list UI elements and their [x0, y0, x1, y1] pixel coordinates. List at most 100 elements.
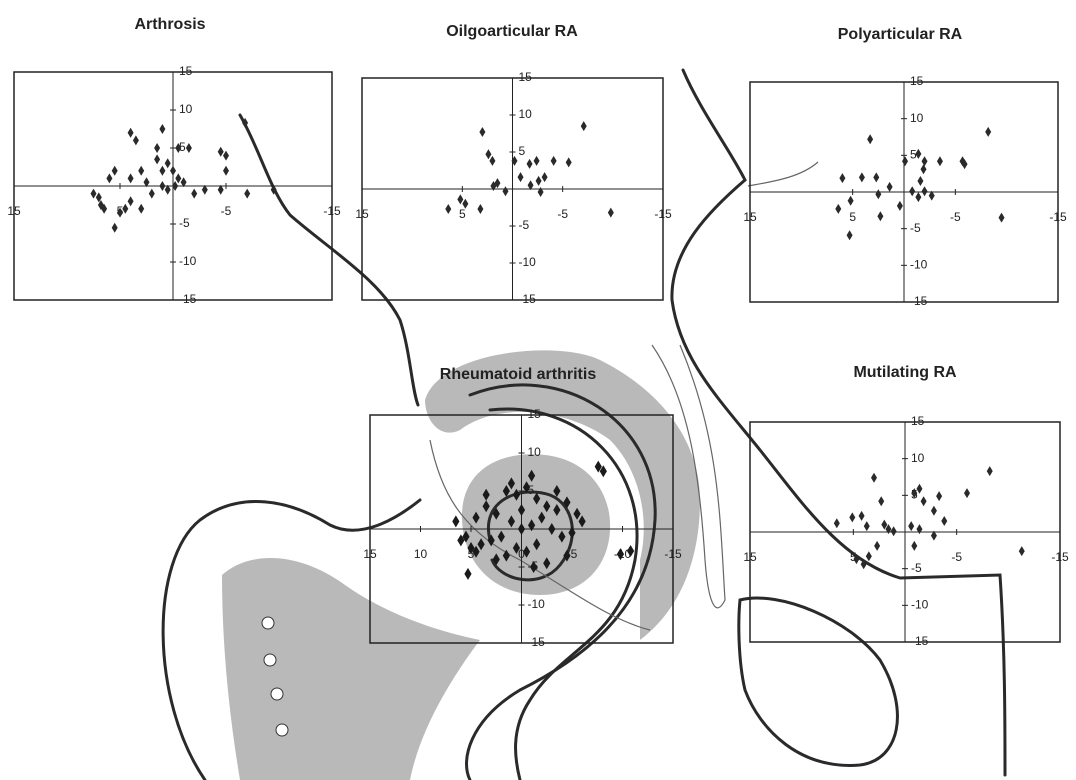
data-point	[921, 164, 927, 174]
data-point	[915, 192, 921, 202]
data-point	[159, 181, 165, 191]
data-point	[917, 176, 923, 186]
data-point	[464, 568, 471, 580]
y-tick-label: -10	[179, 254, 197, 268]
x-tick-label: -15	[664, 547, 682, 561]
data-point	[128, 128, 134, 138]
y-tick-label: -15	[528, 635, 546, 649]
data-point	[921, 496, 927, 506]
chart-title: Arthrosis	[134, 16, 205, 33]
x-tick-label: -5	[557, 207, 568, 221]
data-point	[112, 166, 118, 176]
data-point	[608, 208, 614, 218]
data-point	[916, 524, 922, 534]
data-point	[170, 166, 176, 176]
y-tick-label: -10	[911, 598, 929, 612]
y-tick-label: 15	[910, 74, 924, 88]
data-point	[542, 172, 548, 182]
data-point	[581, 121, 587, 131]
y-tick-label: 15	[528, 407, 542, 421]
x-tick-label: 15	[7, 204, 21, 218]
y-tick-label: 15	[519, 70, 533, 84]
chart-title: Mutilating RA	[853, 364, 957, 381]
data-point	[909, 186, 915, 196]
data-point	[218, 147, 224, 157]
data-point	[922, 186, 928, 196]
lower-loop	[739, 598, 898, 765]
data-point	[244, 189, 250, 199]
x-tick-label: 15	[743, 550, 757, 564]
data-point	[848, 196, 854, 206]
y-tick-label: -5	[519, 218, 530, 232]
data-point	[866, 551, 872, 561]
data-point	[964, 488, 970, 498]
x-tick-label: -5	[950, 210, 961, 224]
y-tick-label: -5	[179, 216, 190, 230]
data-point	[536, 176, 542, 186]
data-point	[191, 189, 197, 199]
data-point	[112, 223, 118, 233]
x-tick-label: -15	[654, 207, 672, 221]
figure: Arthrosis155-5-1515105-5-10-15Oilgoartic…	[0, 0, 1076, 780]
data-point	[875, 189, 881, 199]
data-point	[864, 521, 870, 531]
y-tick-label: 10	[910, 111, 924, 125]
data-point	[936, 491, 942, 501]
data-point	[452, 515, 459, 527]
data-point	[534, 156, 540, 166]
data-point	[518, 172, 524, 182]
data-point	[165, 158, 171, 168]
data-point	[502, 186, 508, 196]
pelvis-outline	[240, 115, 418, 405]
data-point	[859, 172, 865, 182]
data-point	[834, 518, 840, 528]
marker-hole	[262, 617, 274, 629]
data-point	[527, 159, 533, 169]
x-tick-label: -15	[1049, 210, 1067, 224]
chart-title: Polyarticular RA	[838, 26, 963, 43]
data-point	[897, 201, 903, 211]
scatter-panel: Arthrosis155-5-1515105-5-10-15	[7, 16, 341, 306]
data-point	[223, 166, 229, 176]
data-point	[999, 213, 1005, 223]
data-point	[154, 154, 160, 164]
marker-hole	[276, 724, 288, 736]
marker-hole	[271, 688, 283, 700]
data-point	[887, 182, 893, 192]
data-point	[128, 196, 134, 206]
data-point	[159, 166, 165, 176]
data-point	[878, 496, 884, 506]
data-point	[154, 143, 160, 153]
data-point	[922, 156, 928, 166]
data-point	[138, 166, 144, 176]
data-point	[871, 473, 877, 483]
x-tick-label: -5	[951, 550, 962, 564]
x-tick-label: 15	[363, 547, 377, 561]
marker-hole	[264, 654, 276, 666]
data-point	[551, 156, 557, 166]
data-point	[91, 189, 97, 199]
data-point	[902, 156, 908, 166]
y-tick-label: -10	[528, 597, 546, 611]
y-tick-label: 15	[179, 64, 193, 78]
data-point	[106, 173, 112, 183]
data-point	[859, 511, 865, 521]
data-point	[908, 521, 914, 531]
x-tick-label: 15	[355, 207, 369, 221]
data-point	[1019, 546, 1025, 556]
data-point	[847, 230, 853, 240]
y-tick-label: 10	[179, 102, 193, 116]
y-tick-label: -15	[910, 294, 928, 308]
y-tick-label: 10	[519, 107, 533, 121]
data-point	[175, 173, 181, 183]
data-point	[891, 526, 897, 536]
femoral-shaft	[222, 558, 480, 780]
data-point	[489, 156, 495, 166]
data-point	[849, 512, 855, 522]
data-point	[867, 134, 873, 144]
x-tick-label: 10	[414, 547, 428, 561]
x-tick-label: -15	[1051, 550, 1069, 564]
data-point	[873, 172, 879, 182]
